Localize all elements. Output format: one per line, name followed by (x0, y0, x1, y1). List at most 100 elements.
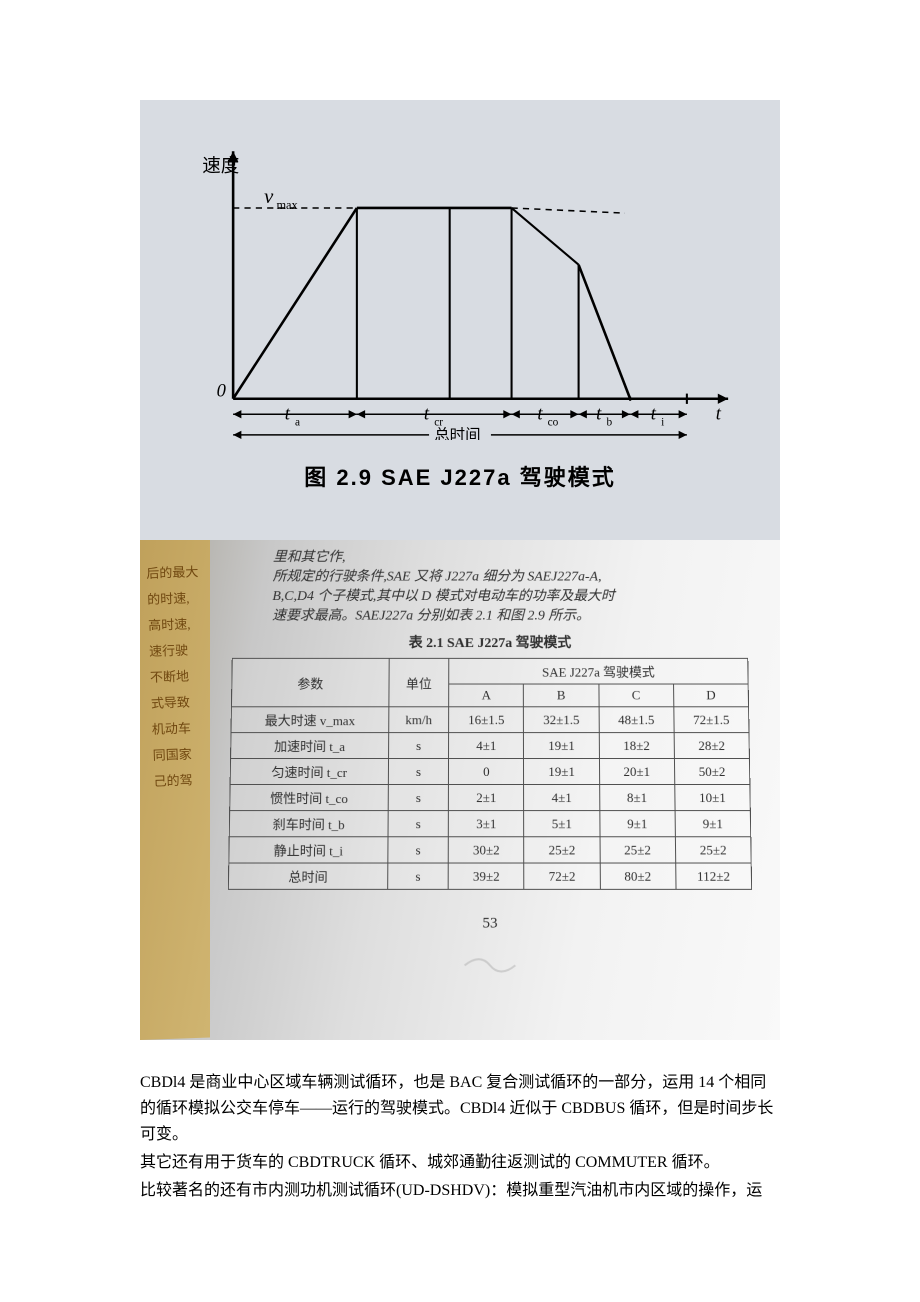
document-page: 速度 v max 0 t (0, 100, 920, 1204)
cell-param: 最大时速 v_max (231, 707, 389, 733)
col-header-mode: D (673, 684, 748, 707)
cell-unit: s (388, 837, 449, 863)
cell-value: 16±1.5 (449, 707, 524, 733)
svg-text:t: t (651, 403, 657, 424)
table-row: 最大时速 v_maxkm/h16±1.532±1.548±1.572±1.5 (231, 707, 749, 733)
speed-profile-chart: 速度 v max 0 t (140, 100, 780, 540)
cell-unit: s (388, 811, 449, 837)
cell-unit: s (387, 863, 448, 889)
table-caption: 表 2.1 SAE J227a 驾驶模式 (232, 632, 748, 652)
cell-unit: km/h (388, 707, 448, 733)
left-cut-line: 速行驶 (149, 637, 202, 665)
table-row: 匀速时间 t_crs019±120±150±2 (230, 759, 750, 785)
cell-value: 19±1 (524, 759, 599, 785)
cell-value: 18±2 (599, 733, 674, 759)
svg-text:t: t (716, 403, 722, 424)
cell-value: 112±2 (675, 863, 751, 889)
left-cut-line: 同国家 (152, 741, 205, 769)
left-cut-line: 的时速, (147, 585, 200, 613)
cell-unit: s (388, 759, 449, 785)
cell-value: 72±1.5 (674, 707, 749, 733)
svg-text:t: t (537, 403, 543, 424)
svg-text:max: max (276, 198, 298, 212)
figure-photo-block: 速度 v max 0 t (140, 100, 780, 540)
svg-text:a: a (295, 417, 300, 429)
figure-caption: 图 2.9 SAE J227a 驾驶模式 (150, 445, 770, 497)
cell-value: 50±2 (674, 759, 750, 785)
body-paragraph: CBDl4 是商业中心区域车辆测试循环，也是 BAC 复合测试循环的一部分，运用… (140, 1070, 780, 1148)
book-para-line: 所规定的行驶条件,SAE 又将 J227a 细分为 SAEJ227a-A, (273, 568, 747, 587)
decorative-swirl (226, 953, 754, 984)
cell-param: 加速时间 t_a (231, 733, 389, 759)
col-header-mode: A (449, 684, 524, 707)
book-page-number: 53 (227, 915, 753, 932)
cell-value: 25±2 (524, 837, 600, 863)
cell-value: 28±2 (674, 733, 750, 759)
svg-text:co: co (548, 417, 559, 429)
svg-text:0: 0 (217, 381, 227, 402)
cell-param: 惯性时间 t_co (230, 785, 388, 811)
svg-text:t: t (596, 403, 602, 424)
cell-value: 30±2 (448, 837, 524, 863)
cell-unit: s (388, 785, 449, 811)
body-paragraph: 其它还有用于货车的 CBDTRUCK 循环、城郊通勤往返测试的 COMMUTER… (140, 1150, 780, 1176)
book-paragraph: 里和其它作,所规定的行驶条件,SAE 又将 J227a 细分为 SAEJ227a… (232, 548, 747, 626)
col-header-modes-group: SAE J227a 驾驶模式 (449, 658, 748, 684)
cell-value: 9±1 (675, 811, 751, 837)
svg-text:b: b (606, 417, 612, 429)
body-text-block: CBDl4 是商业中心区域车辆测试循环，也是 BAC 复合测试循环的一部分，运用… (140, 1070, 780, 1204)
cell-param: 匀速时间 t_cr (230, 759, 388, 785)
svg-text:t: t (424, 403, 430, 424)
book-left-cut-text: 后的最大的时速,高时速,速行驶不断地式导致机动车同国家己的驾 (146, 559, 206, 795)
cell-value: 48±1.5 (599, 707, 674, 733)
col-header-mode: C (599, 684, 674, 707)
cell-value: 5±1 (524, 811, 600, 837)
svg-text:t: t (285, 403, 291, 424)
col-header-mode: B (524, 684, 599, 707)
table-row: 刹车时间 t_bs3±15±19±19±1 (229, 811, 751, 837)
body-paragraph: 比较著名的还有市内测功机测试循环(UD-DSHDV)：模拟重型汽油机市内区域的操… (140, 1178, 780, 1204)
cell-value: 10±1 (675, 785, 751, 811)
cell-param: 总时间 (228, 863, 387, 889)
y-axis-label: 速度 (202, 156, 239, 177)
cell-value: 8±1 (599, 785, 675, 811)
cell-value: 19±1 (524, 733, 599, 759)
cell-value: 25±2 (600, 837, 676, 863)
left-cut-line: 不断地 (150, 663, 203, 691)
table-row: 静止时间 t_is30±225±225±225±2 (229, 837, 751, 863)
sae-j227a-table: 参数 单位 SAE J227a 驾驶模式 ABCD 最大时速 v_maxkm/h… (228, 658, 752, 890)
cell-value: 4±1 (524, 785, 599, 811)
table-row: 惯性时间 t_cos2±14±18±110±1 (230, 785, 751, 811)
cell-value: 9±1 (599, 811, 675, 837)
cell-value: 72±2 (524, 863, 600, 889)
svg-text:i: i (661, 417, 664, 429)
cell-param: 刹车时间 t_b (229, 811, 388, 837)
cell-unit: s (388, 733, 449, 759)
book-page-photo: 后的最大的时速,高时速,速行驶不断地式导致机动车同国家己的驾 里和其它作,所规定… (140, 540, 780, 1040)
cell-value: 20±1 (599, 759, 674, 785)
left-cut-line: 后的最大 (146, 559, 199, 587)
cell-value: 2±1 (449, 785, 524, 811)
svg-text:v: v (264, 186, 274, 208)
book-content: 里和其它作,所规定的行驶条件,SAE 又将 J227a 细分为 SAEJ227a… (226, 548, 754, 983)
book-para-line: 里和其它作, (273, 548, 747, 567)
table-row: 加速时间 t_as4±119±118±228±2 (231, 733, 750, 759)
svg-text:总时间: 总时间 (434, 426, 480, 440)
cell-value: 39±2 (448, 863, 524, 889)
col-header-unit: 单位 (389, 658, 449, 706)
book-para-line: B,C,D4 个子模式,其中以 D 模式对电动车的功率及最大时 (272, 587, 747, 607)
cell-value: 25±2 (675, 837, 751, 863)
book-para-line: 速要求最高。SAEJ227a 分别如表 2.1 和图 2.9 所示。 (272, 607, 748, 627)
left-cut-line: 式导致 (150, 689, 203, 717)
left-cut-line: 己的驾 (153, 767, 206, 795)
cell-value: 3±1 (449, 811, 525, 837)
cell-value: 4±1 (449, 733, 524, 759)
col-header-param: 参数 (231, 658, 389, 706)
left-cut-line: 高时速, (148, 611, 201, 639)
table-row: 总时间s39±272±280±2112±2 (228, 863, 751, 889)
cell-value: 80±2 (600, 863, 676, 889)
cell-value: 32±1.5 (524, 707, 599, 733)
cell-value: 0 (449, 759, 524, 785)
left-cut-line: 机动车 (151, 715, 204, 743)
chart-svg: 速度 v max 0 t (150, 110, 770, 440)
